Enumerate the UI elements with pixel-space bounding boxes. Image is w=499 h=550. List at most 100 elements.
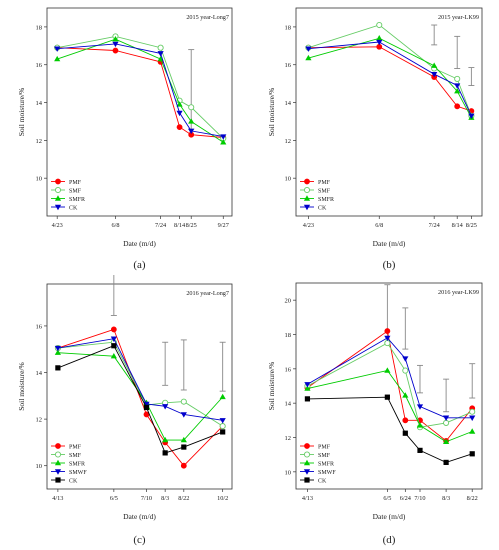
data-point-smwf: [143, 401, 150, 408]
chart-title: 2015 year-LK99: [438, 14, 479, 21]
y-axis-label: Soil moisture/%: [267, 88, 276, 137]
legend-label: SMFR: [318, 461, 334, 467]
data-point-smfr: [112, 36, 119, 42]
y-tick-label: 18: [285, 24, 292, 31]
legend-marker-smfr: [54, 459, 62, 466]
data-point-smfr: [431, 62, 438, 68]
series-line-smwf: [57, 338, 223, 421]
series-line-smf: [57, 341, 223, 427]
chart-panel-4: 10 12 14 16 18 20 4/13 6/5 6/24 7/10 8/3 8/22 Date (…: [267, 282, 483, 546]
legend-marker-ck: [303, 204, 311, 211]
data-point-smfr: [220, 139, 227, 145]
data-point-smfr: [305, 54, 312, 61]
legend-label: CK: [69, 478, 78, 484]
x-tick-label: 8/22: [467, 495, 478, 502]
series-line-smwf: [307, 337, 473, 419]
plot-area-frame: [295, 282, 483, 490]
y-tick-label: 16: [285, 62, 292, 69]
plot-area-frame: [295, 7, 483, 217]
x-tick-label: 6/24: [400, 495, 412, 502]
data-point-smfr: [188, 118, 195, 124]
data-point-ck: [417, 447, 423, 453]
x-tick-label: 8/14: [452, 222, 464, 229]
data-point-smf: [376, 21, 383, 29]
legend-marker-pmf: [55, 178, 61, 185]
panel-label: (d): [383, 534, 396, 546]
legend-label: PMF: [69, 444, 82, 450]
legend-marker-smf: [303, 451, 311, 458]
data-point-ck: [111, 343, 117, 349]
data-point-smf: [443, 419, 450, 426]
data-point-smfr: [443, 438, 450, 444]
chart-title: 2016 year-LK99: [438, 289, 479, 296]
legend-marker-smf: [54, 451, 62, 458]
legend-marker-pmf: [55, 443, 61, 449]
data-point-pmf: [110, 326, 117, 333]
data-point-ck: [304, 396, 311, 402]
series-line-ck: [307, 396, 473, 463]
x-tick-label: 6/5: [110, 495, 118, 502]
data-point-smfr: [157, 55, 164, 62]
data-point-pmf: [176, 124, 183, 131]
data-point-smwf: [402, 356, 409, 362]
data-point-smwf: [219, 418, 226, 424]
data-point-smfr: [219, 393, 226, 400]
legend-label: CK: [69, 205, 78, 211]
x-axis-label: Date (m/d): [123, 239, 156, 248]
panel-label: (c): [133, 534, 146, 546]
x-tick-label: 7/10: [414, 495, 425, 502]
data-point-smfr: [54, 55, 61, 62]
x-tick-label: 7/24: [429, 222, 441, 229]
data-point-smfr: [384, 367, 391, 373]
data-point-ck: [402, 430, 408, 436]
plot-area-frame: [46, 283, 233, 490]
data-point-ck: [54, 46, 61, 52]
legend-marker-ck: [55, 477, 61, 483]
plot-area-frame: [46, 7, 233, 217]
chart-title: 2016 year-Long7: [186, 290, 229, 297]
panel-label: (a): [133, 259, 146, 271]
data-point-smwf: [416, 404, 424, 410]
series-line-smf: [57, 35, 224, 139]
data-point-smf: [469, 408, 476, 415]
y-tick-label: 16: [36, 323, 43, 330]
chart-title: 2015 year-Long7: [186, 14, 229, 21]
legend-marker-smf: [54, 186, 62, 194]
data-point-pmf: [180, 462, 187, 469]
legend-label: SMF: [318, 453, 331, 459]
data-point-smfr: [402, 392, 409, 398]
series-line-smfr: [57, 38, 224, 143]
data-point-smfr: [54, 349, 61, 355]
data-point-smwf: [304, 382, 311, 388]
legend-marker-smfr: [54, 195, 62, 201]
y-tick-label: 20: [285, 298, 292, 305]
legend-marker-smwf: [54, 469, 62, 475]
legend-marker-smf: [303, 186, 311, 194]
chart-panel-2: 10 12 14 16 18 4/23 6/8 7/24 8/14 8/25 Date (m/d) S…: [267, 7, 483, 271]
data-point-ck: [220, 429, 226, 435]
y-tick-label: 18: [285, 332, 292, 339]
y-tick-label: 14: [285, 100, 292, 107]
data-point-ck: [157, 51, 164, 57]
data-point-smf: [188, 104, 195, 111]
data-point-ck: [162, 450, 168, 456]
series-line-smfr: [307, 369, 473, 443]
y-axis-label: Soil moisture/%: [267, 362, 276, 411]
data-point-ck: [181, 444, 187, 450]
x-tick-label: 4/13: [52, 495, 63, 502]
y-axis-label: Soil moisture/%: [17, 362, 26, 411]
data-point-smwf: [162, 404, 169, 410]
legend-marker-pmf: [304, 443, 310, 449]
data-point-pmf: [402, 417, 409, 424]
y-tick-label: 12: [285, 138, 292, 145]
data-point-ck: [443, 459, 449, 465]
y-tick-label: 14: [285, 401, 292, 408]
y-tick-label: 14: [36, 370, 43, 377]
x-axis-label: Date (m/d): [373, 512, 406, 521]
data-point-smwf: [180, 412, 187, 418]
series-line-smfr: [308, 37, 472, 118]
series-line-smfr: [57, 352, 224, 441]
series-line-ck: [57, 43, 224, 138]
data-point-smfr: [376, 35, 383, 41]
